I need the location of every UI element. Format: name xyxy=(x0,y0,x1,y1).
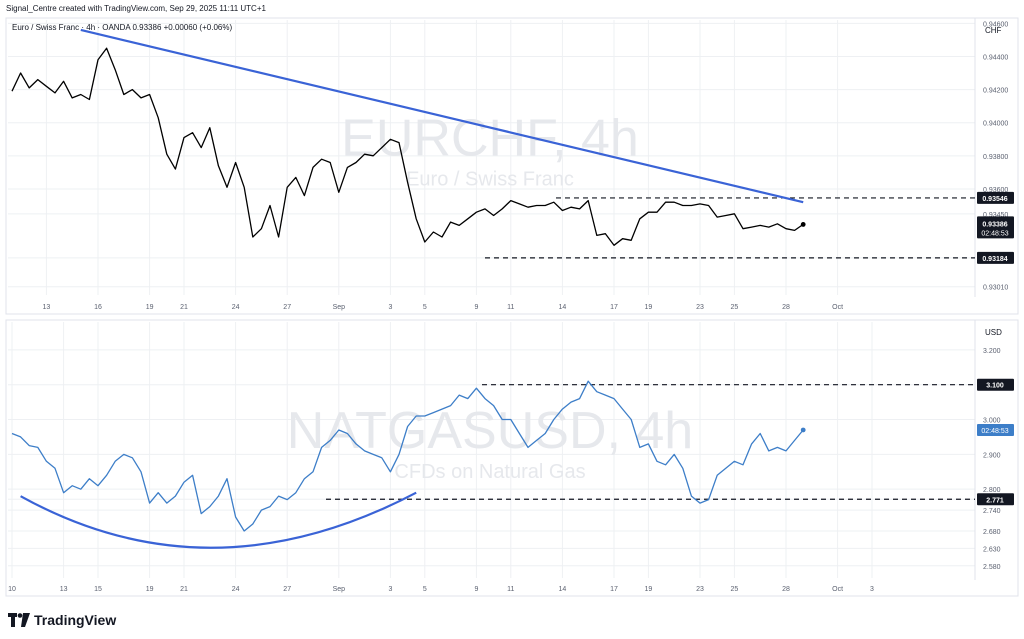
eurchf-y-tick-label: 0.94400 xyxy=(983,54,1008,61)
eurchf-level-label-box xyxy=(977,191,1014,204)
eurchf-countdown-label: 02:48:53 xyxy=(981,230,1008,237)
natgas-y-tick-label: 2.680 xyxy=(983,529,1001,536)
natgas-x-tick-label: 27 xyxy=(283,586,291,593)
eurchf-y-tick-label: 0.93450 xyxy=(983,212,1008,219)
natgas-x-tick-label: 10 xyxy=(8,586,16,593)
eurchf-x-tick-label: 3 xyxy=(388,304,392,311)
natgas-countdown-label: 02:48:53 xyxy=(981,428,1008,435)
natgas-y-tick-label: 2.740 xyxy=(983,508,1001,515)
eurchf-y-tick-label: 0.94200 xyxy=(983,88,1008,95)
eurchf-x-tick-label: 11 xyxy=(507,304,514,311)
eurchf-current-price-box xyxy=(977,216,1014,239)
tradingview-logo-icon xyxy=(8,613,30,627)
natgas-y-tick-label: 2.800 xyxy=(983,487,1001,494)
eurchf-watermark-subtitle: Euro / Swiss Franc xyxy=(406,169,574,191)
natgas-level-label: 2.771 xyxy=(986,497,1004,504)
natgas-x-tick-label: Oct xyxy=(832,586,843,593)
eurchf-x-tick-label: 19 xyxy=(645,304,653,311)
natgas-y-tick-label: 2.900 xyxy=(983,452,1001,459)
natgas-last-point xyxy=(800,427,806,433)
eurchf-x-tick-label: 21 xyxy=(180,304,188,311)
eurchf-y-tick-label: 0.93800 xyxy=(983,154,1008,161)
natgas-watermark-subtitle: CFDs on Natural Gas xyxy=(394,461,585,483)
eurchf-level-label: 0.93546 xyxy=(982,196,1007,203)
natgas-x-tick-label: 17 xyxy=(610,586,618,593)
eurchf-x-tick-label: Sep xyxy=(333,304,346,311)
natgas-x-tick-label: 13 xyxy=(60,586,68,593)
natgas-x-tick-label: 19 xyxy=(146,586,154,593)
natgas-y-tick-label: 3.000 xyxy=(983,418,1001,425)
natgas-x-tick-label: 14 xyxy=(559,586,567,593)
credit-line: Signal_Centre created with TradingView.c… xyxy=(6,4,266,13)
brand-name: TradingView xyxy=(34,612,117,628)
natgas-x-tick-label: 24 xyxy=(232,586,240,593)
natgas-x-tick-label: 28 xyxy=(782,586,790,593)
eurchf-x-tick-label: 16 xyxy=(94,304,102,311)
natgas-x-tick-label: 3 xyxy=(870,586,874,593)
eurchf-x-tick-label: 13 xyxy=(43,304,51,311)
eurchf-current-price-label: 0.93386 xyxy=(982,221,1007,228)
natgas-panel-frame xyxy=(5,319,1019,597)
natgas-y-tick-label: 3.200 xyxy=(983,348,1001,355)
eurchf-y-tick-label: 0.94600 xyxy=(983,21,1008,28)
eurchf-y-tick-label: 0.94000 xyxy=(983,121,1008,128)
eurchf-x-tick-label: 14 xyxy=(559,304,567,311)
natgas-price-line xyxy=(11,380,804,532)
eurchf-watermark-title: EURCHF, 4h xyxy=(341,110,639,168)
eurchf-x-tick-label: Oct xyxy=(832,304,843,311)
eurchf-y-tick-label: 0.93010 xyxy=(983,285,1008,292)
eurchf-x-tick-label: 19 xyxy=(146,304,154,311)
natgas-current-price-box xyxy=(977,423,1014,436)
eurchf-currency-label: CHF xyxy=(985,26,1002,35)
natgas-x-tick-label: 25 xyxy=(731,586,739,593)
natgas-y-tick-label: 2.580 xyxy=(983,564,1001,571)
symbol-info-line: Euro / Swiss Franc · 4h · OANDA 0.93386 … xyxy=(12,23,233,32)
natgas-x-tick-label: 15 xyxy=(94,586,102,593)
eurchf-x-tick-label: 28 xyxy=(782,304,790,311)
eurchf-y-tick-label: 0.93600 xyxy=(983,187,1008,194)
natgas-x-tick-label: 21 xyxy=(180,586,188,593)
eurchf-trendline xyxy=(80,28,804,204)
natgas-x-tick-label: 5 xyxy=(423,586,427,593)
natgas-x-tick-label: 9 xyxy=(474,586,478,593)
eurchf-level-label-box xyxy=(977,251,1014,264)
eurchf-last-point xyxy=(800,222,806,227)
eurchf-x-tick-label: 27 xyxy=(283,304,291,311)
natgas-watermark-title: NATGASUSD, 4h xyxy=(287,402,693,460)
eurchf-panel-frame xyxy=(5,17,1019,315)
eurchf-price-line xyxy=(11,47,804,246)
eurchf-x-tick-label: 17 xyxy=(610,304,618,311)
natgas-level-label: 3.100 xyxy=(986,383,1004,390)
eurchf-x-tick-label: 9 xyxy=(474,304,478,311)
eurchf-x-tick-label: 24 xyxy=(232,304,240,311)
natgas-x-tick-label: Sep xyxy=(333,586,346,593)
eurchf-x-tick-label: 25 xyxy=(731,304,739,311)
natgas-x-tick-label: 3 xyxy=(388,586,392,593)
eurchf-x-tick-label: 5 xyxy=(423,304,427,311)
natgas-x-tick-label: 11 xyxy=(507,586,514,593)
natgas-level-label-box xyxy=(977,493,1014,506)
brand-footer[interactable]: TradingView xyxy=(8,611,116,629)
natgas-currency-label: USD xyxy=(985,328,1002,337)
natgas-level-label-box xyxy=(977,378,1014,391)
natgas-x-tick-label: 23 xyxy=(696,586,704,593)
natgas-x-tick-label: 19 xyxy=(645,586,653,593)
natgas-rounding-bottom-curve xyxy=(20,491,417,549)
natgas-y-tick-label: 2.630 xyxy=(983,546,1001,553)
eurchf-x-tick-label: 23 xyxy=(696,304,704,311)
eurchf-level-label: 0.93184 xyxy=(982,256,1007,263)
